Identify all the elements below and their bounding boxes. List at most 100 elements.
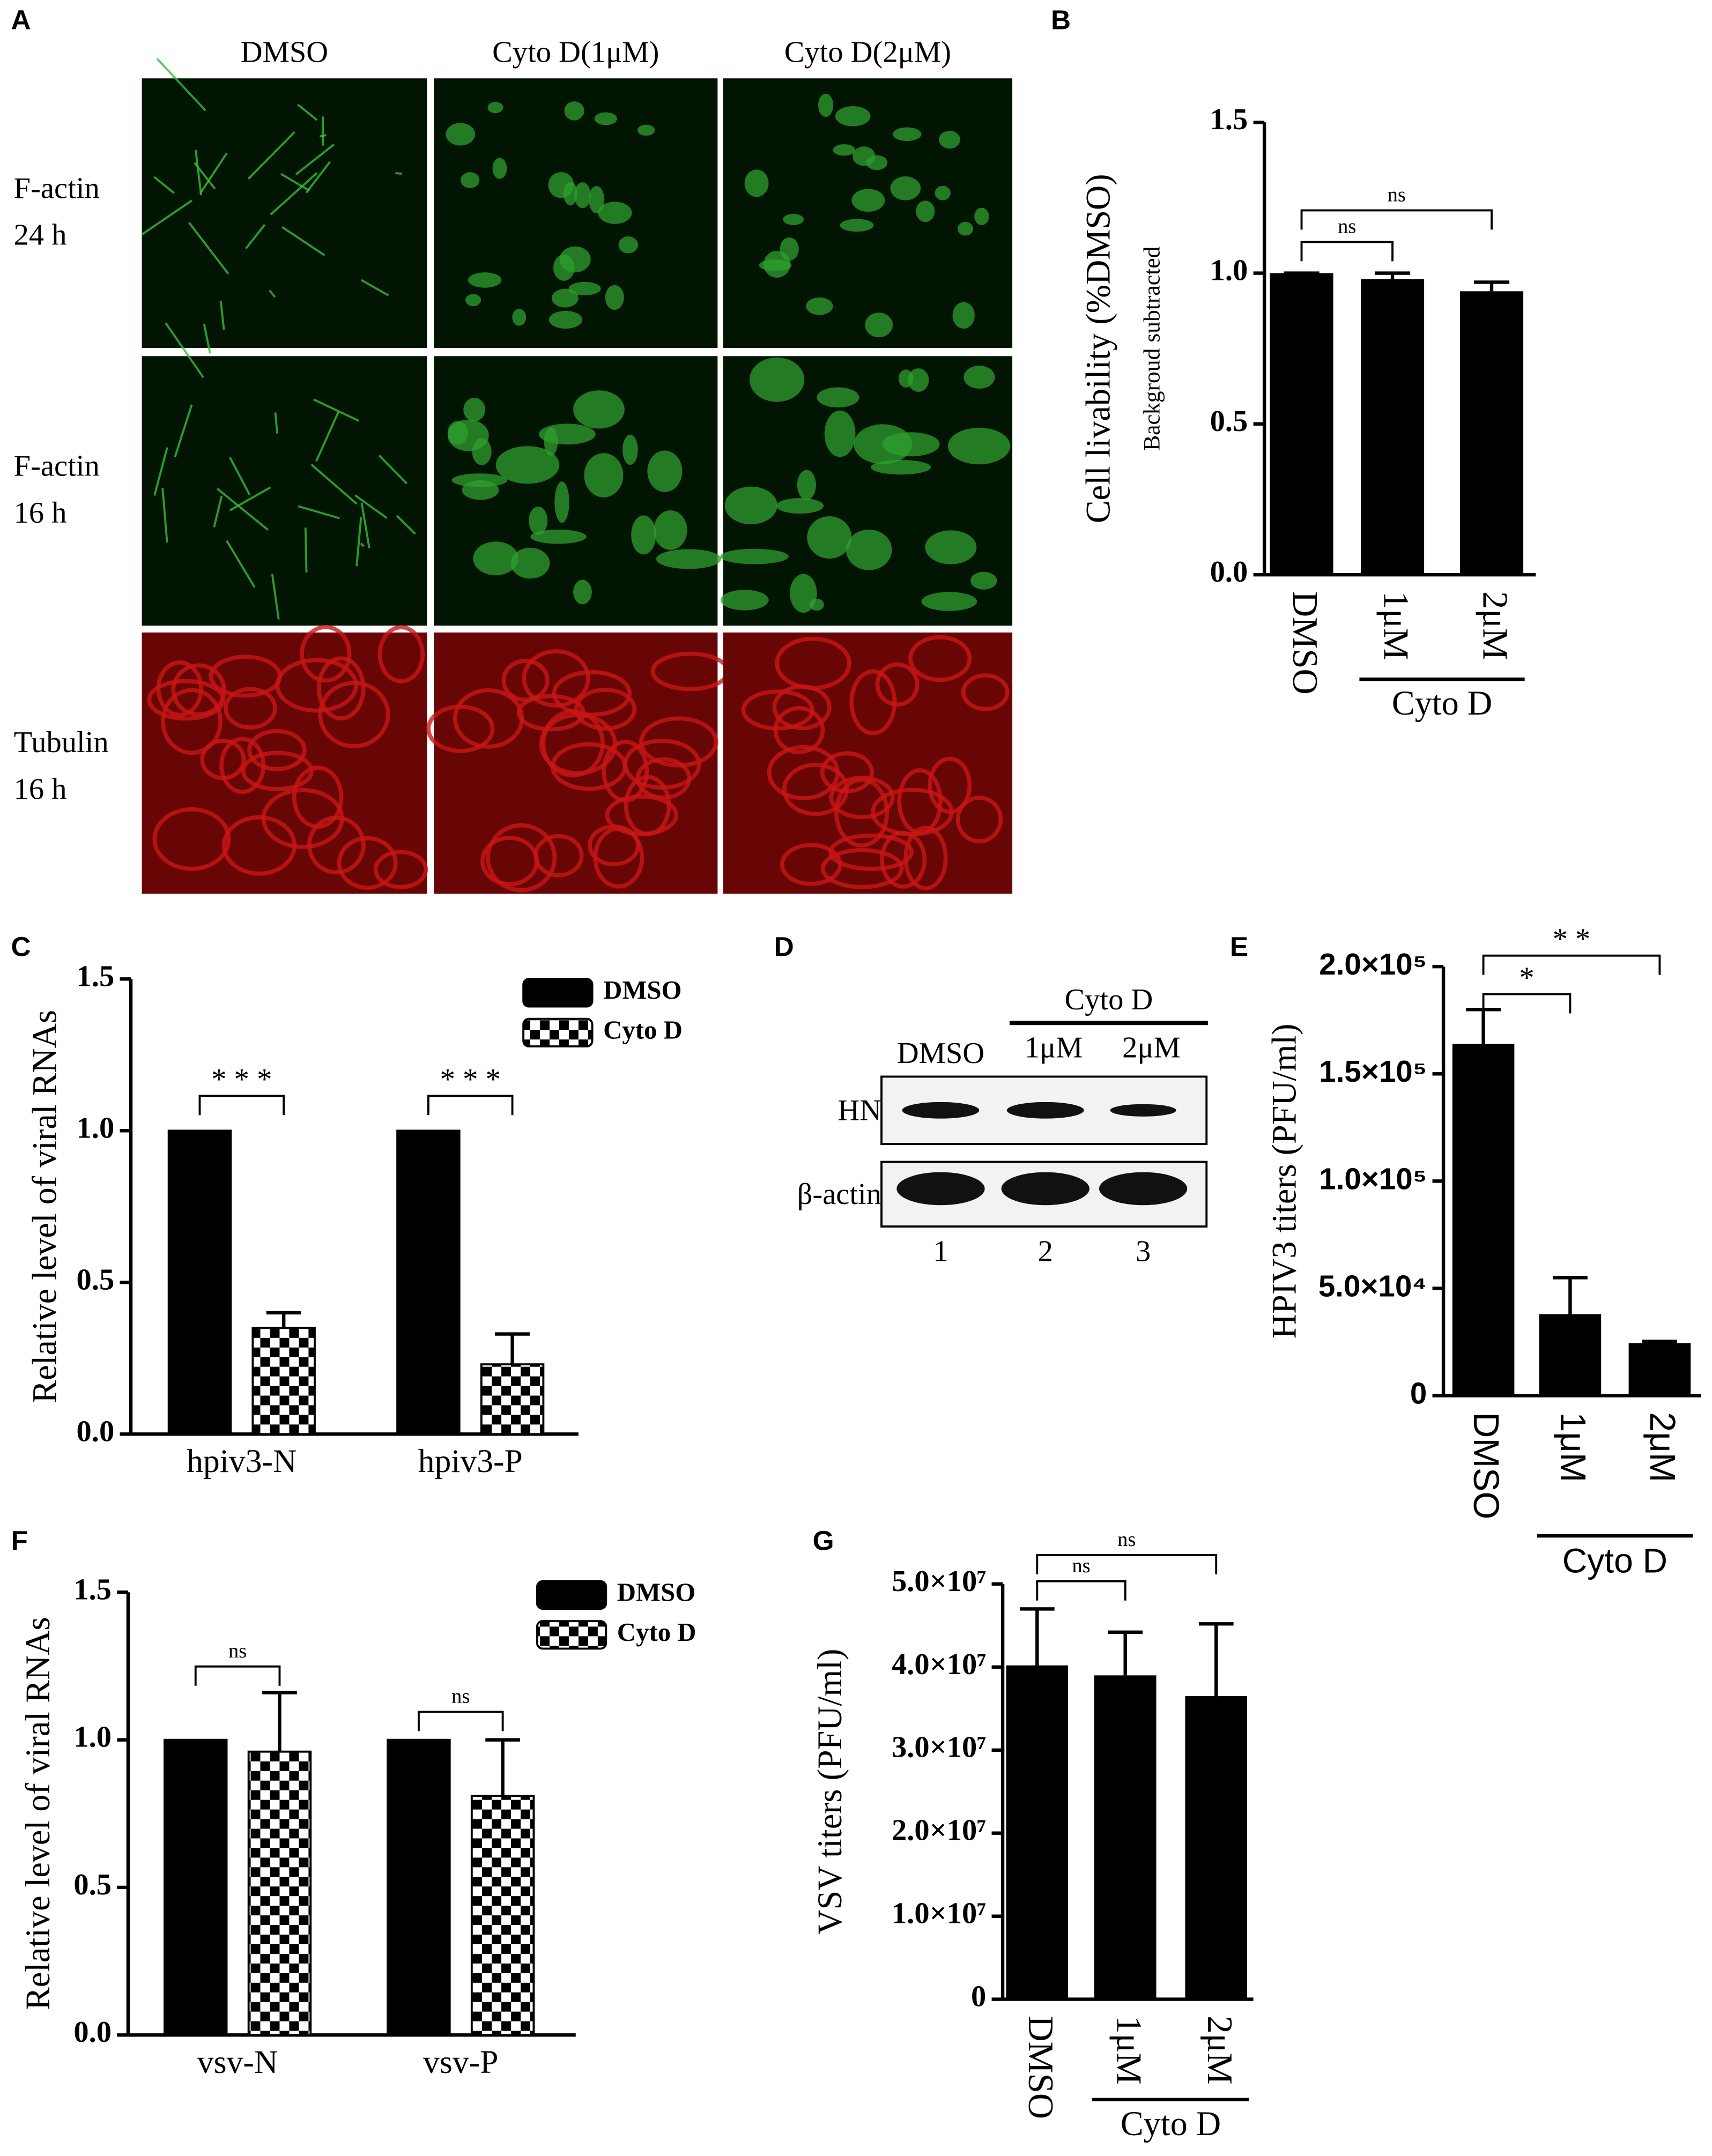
cell — [588, 186, 605, 214]
cell — [639, 716, 718, 768]
y-tick-label: 1.5 — [73, 1573, 112, 1606]
cell — [849, 669, 897, 735]
cell — [783, 213, 804, 225]
error-bar — [1108, 1630, 1143, 1676]
bar — [396, 1129, 461, 1436]
x-tick-label: 1μM — [1109, 2016, 1148, 2084]
fiber — [295, 143, 335, 175]
cell — [947, 427, 1011, 465]
cell — [908, 635, 972, 682]
cell — [851, 189, 885, 212]
cell — [618, 236, 639, 254]
cell — [809, 598, 824, 611]
panel-letter: B — [1051, 5, 1071, 35]
cell — [522, 649, 590, 708]
y-tick-label: 0 — [971, 1980, 986, 2013]
y-axis-label: HPIV3 titers (PFU/ml) — [1265, 1024, 1303, 1339]
fiber — [156, 58, 206, 111]
significance-bracket — [198, 1095, 285, 1116]
cell — [820, 848, 904, 889]
cell — [510, 547, 550, 579]
blot-group-label: Cyto D — [1064, 983, 1153, 1016]
cell — [541, 709, 605, 778]
y-axis-label: Cell livability (%DMSO) — [1079, 174, 1117, 523]
y-tick-label: 1.0 — [1210, 254, 1248, 287]
cell — [574, 687, 637, 731]
error-bar — [1553, 1276, 1588, 1314]
cell — [161, 688, 223, 755]
y-tick-label: 4.0×10⁷ — [892, 1648, 986, 1681]
lane-label: 2μM — [1122, 1031, 1181, 1065]
row-label: 16 h — [14, 496, 67, 530]
x-tick-label: hpiv3-P — [418, 1443, 523, 1480]
y-tick-label: 1.0 — [77, 1111, 115, 1144]
cell — [337, 836, 398, 890]
band — [1110, 1104, 1176, 1117]
bar — [1006, 1665, 1069, 1999]
fiber — [213, 495, 223, 527]
cell — [720, 548, 789, 564]
cell — [865, 313, 893, 338]
cell — [512, 309, 527, 326]
row-label: 24 h — [14, 219, 67, 252]
cell — [955, 796, 1003, 844]
cell — [446, 123, 476, 146]
bar — [1459, 291, 1524, 575]
haze — [434, 632, 718, 894]
fiber — [274, 412, 278, 434]
cell — [807, 516, 852, 559]
cell — [964, 366, 995, 389]
cell — [495, 446, 560, 484]
cell — [152, 807, 231, 871]
fiber — [355, 517, 362, 567]
fiber — [244, 224, 266, 250]
significance-bracket — [1036, 1580, 1126, 1601]
cell — [776, 498, 824, 514]
panel-letter: G — [813, 1526, 834, 1556]
significance-bracket — [427, 1095, 514, 1116]
x-tick-label: 2μM — [1200, 2016, 1239, 2084]
cell — [952, 302, 975, 329]
panel-letter: A — [11, 5, 31, 35]
cell — [970, 571, 997, 590]
significance-label: ns — [228, 1640, 247, 1662]
fiber — [313, 398, 360, 422]
significance-bracket — [1036, 1554, 1218, 1574]
fiber — [226, 540, 256, 588]
lane-number: 1 — [933, 1235, 948, 1268]
y-tick-label: 1.5 — [1210, 103, 1248, 136]
cell — [300, 625, 352, 683]
error-bar — [1019, 1607, 1055, 1666]
x-tick-label: DMSO — [1285, 591, 1324, 695]
cell — [373, 850, 428, 889]
significance-label: * * * — [211, 1063, 272, 1096]
bar — [1539, 1314, 1602, 1396]
cell — [501, 658, 550, 702]
fiber — [360, 542, 365, 547]
y-tick-label: 2.0×10⁷ — [892, 1814, 986, 1847]
error-bar — [1374, 271, 1411, 279]
cell — [275, 658, 358, 713]
cell — [598, 202, 632, 224]
fiber — [229, 486, 271, 511]
cell — [637, 124, 655, 136]
cell — [824, 410, 856, 457]
row-label: Tubulin — [14, 726, 109, 759]
y-tick-label: 0.0 — [73, 2016, 112, 2049]
cell — [605, 285, 624, 310]
fiber — [199, 152, 228, 195]
cell — [925, 530, 977, 564]
blot-row-label: HN — [838, 1094, 881, 1127]
cell — [564, 101, 584, 121]
cell — [533, 834, 584, 878]
cell — [317, 656, 366, 720]
cell — [221, 815, 297, 876]
cell — [559, 246, 591, 273]
fiber — [310, 463, 358, 505]
cell — [890, 176, 921, 200]
fiber — [153, 176, 175, 194]
panel-letter: C — [11, 931, 31, 962]
group-label: Cyto D — [1392, 684, 1492, 722]
fiber — [195, 150, 203, 196]
significance-label: * * * — [440, 1063, 501, 1096]
